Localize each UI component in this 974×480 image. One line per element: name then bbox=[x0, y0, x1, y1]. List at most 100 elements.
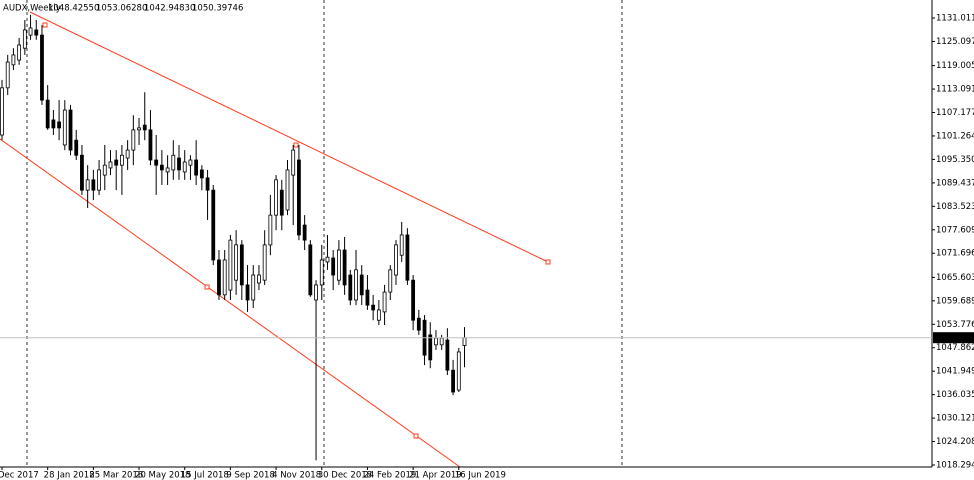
candle-body bbox=[114, 159, 119, 166]
candle-body bbox=[319, 259, 324, 286]
candle-body bbox=[365, 289, 370, 306]
candle-body bbox=[62, 109, 67, 146]
x-tick-label: 15 Jul 2018 bbox=[181, 471, 229, 480]
candle-body bbox=[28, 27, 33, 36]
anchor bbox=[42, 22, 48, 28]
candle-body bbox=[51, 119, 56, 129]
candle-body bbox=[399, 234, 404, 256]
candle-body bbox=[428, 334, 433, 361]
y-tick-label: 1053.77620 bbox=[936, 320, 974, 330]
candle-body bbox=[268, 214, 273, 246]
candle-body bbox=[97, 169, 101, 191]
y-tick-label: 1083.52340 bbox=[936, 202, 974, 212]
candle-body bbox=[382, 291, 387, 313]
candle-body bbox=[388, 269, 393, 293]
candle-body bbox=[451, 369, 455, 393]
candle-body bbox=[291, 149, 296, 176]
candle-body bbox=[17, 44, 22, 61]
y-tick-label: 1113.09140 bbox=[936, 85, 974, 95]
y-tick-label: 1125.09780 bbox=[936, 37, 974, 47]
candle-body bbox=[148, 129, 153, 161]
candle-body bbox=[371, 304, 376, 311]
candle-body bbox=[228, 239, 233, 291]
candle-body bbox=[411, 279, 416, 321]
anchor bbox=[413, 433, 419, 439]
candle-body bbox=[314, 284, 318, 301]
y-tick-label: 1101.26420 bbox=[936, 131, 974, 141]
x-tick-label: 20 May 2018 bbox=[135, 471, 190, 480]
x-tick-label: 16 Jun 2019 bbox=[455, 471, 506, 480]
x-tick-label: Dec 2017 bbox=[0, 471, 39, 480]
candle-body bbox=[80, 154, 84, 191]
candle-body bbox=[177, 157, 181, 171]
candle-body bbox=[171, 154, 176, 171]
candle-body bbox=[245, 284, 250, 301]
candle-body bbox=[274, 179, 278, 216]
candle-body bbox=[40, 34, 44, 101]
candle-body bbox=[142, 124, 147, 131]
candle-body bbox=[205, 177, 210, 191]
candle-body bbox=[91, 179, 96, 191]
y-tick-label: 1065.60340 bbox=[936, 273, 974, 283]
candle-body bbox=[234, 244, 239, 281]
candle-body bbox=[376, 309, 381, 321]
y-tick-label: 1036.03540 bbox=[936, 390, 974, 400]
candle-body bbox=[434, 337, 438, 346]
y-tick-label: 1119.00500 bbox=[936, 61, 974, 71]
x-tick-label: 4 Nov 2018 bbox=[272, 471, 321, 480]
candle-body bbox=[194, 159, 199, 176]
candle-body bbox=[45, 99, 50, 129]
candle-body bbox=[325, 256, 330, 263]
anchor bbox=[293, 142, 299, 148]
y-tick-label: 1089.43700 bbox=[936, 178, 974, 188]
candle-body bbox=[439, 337, 444, 346]
ohlc: 1050.39746 bbox=[192, 4, 243, 14]
y-tick-label: 1071.69620 bbox=[936, 249, 974, 259]
candle-body bbox=[159, 164, 164, 171]
y-tick-label: 1059.68980 bbox=[936, 296, 974, 306]
y-tick-label: 1018.29460 bbox=[936, 460, 974, 470]
candle-body bbox=[262, 244, 267, 281]
x-tick-label: 24 Feb 2019 bbox=[363, 471, 416, 480]
y-tick-label: 1024.20820 bbox=[936, 437, 974, 447]
y-tick-label: 1030.12180 bbox=[936, 414, 974, 424]
candle-body bbox=[199, 169, 204, 179]
x-tick-label: 9 Sep 2018 bbox=[226, 471, 274, 480]
x-tick-label: 28 Jan 2018 bbox=[44, 471, 95, 480]
candle-body bbox=[68, 109, 73, 151]
candle-body bbox=[348, 274, 353, 301]
candle-body bbox=[57, 121, 61, 129]
trend-line bbox=[29, 11, 549, 263]
candle-body bbox=[394, 244, 398, 276]
candle-body bbox=[0, 87, 4, 136]
candle-body bbox=[354, 269, 358, 301]
candle-body bbox=[85, 179, 90, 191]
candle-body bbox=[188, 159, 193, 166]
candle-body bbox=[239, 244, 244, 286]
candle-body bbox=[445, 339, 450, 371]
candle-body bbox=[302, 224, 307, 241]
candle-body bbox=[137, 127, 141, 131]
candle-body bbox=[165, 167, 170, 173]
ohlc: 1048.42550 bbox=[48, 4, 99, 14]
candle-body bbox=[154, 159, 159, 166]
candle-body bbox=[108, 161, 113, 169]
ohlc: 1042.94830 bbox=[144, 4, 195, 14]
candle-body bbox=[462, 337, 467, 346]
y-tick-label: 1131.01140 bbox=[936, 13, 974, 23]
y-tick-label: 1077.60980 bbox=[936, 225, 974, 235]
candle-body bbox=[120, 154, 124, 166]
x-tick-label: 30 Dec 2018 bbox=[318, 471, 372, 480]
y-tick-label: 1047.86260 bbox=[936, 343, 974, 353]
candle-body bbox=[22, 29, 27, 49]
candle-body bbox=[211, 189, 216, 261]
candle-body bbox=[217, 259, 221, 296]
candle-body bbox=[416, 317, 421, 331]
candle-body bbox=[308, 244, 313, 296]
candle-body bbox=[251, 274, 256, 301]
y-tick-label: 1041.94900 bbox=[936, 367, 974, 377]
candle-body bbox=[336, 249, 341, 281]
candle-body bbox=[359, 274, 364, 296]
candle-body bbox=[5, 61, 10, 89]
